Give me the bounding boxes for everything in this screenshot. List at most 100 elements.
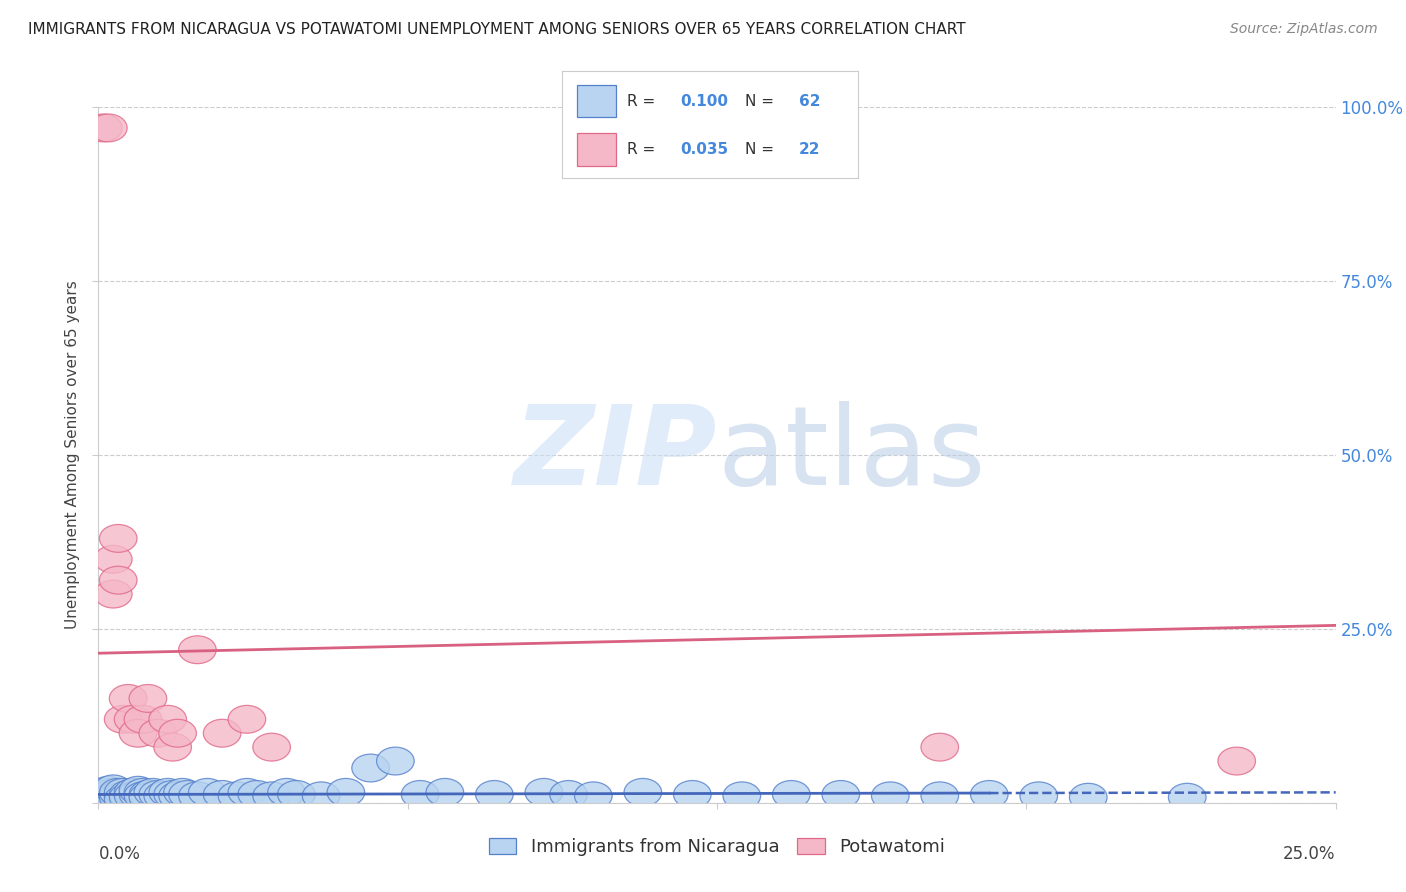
Ellipse shape <box>124 782 162 810</box>
Ellipse shape <box>153 733 191 761</box>
Ellipse shape <box>94 545 132 574</box>
Ellipse shape <box>114 782 152 810</box>
Legend: Immigrants from Nicaragua, Potawatomi: Immigrants from Nicaragua, Potawatomi <box>482 830 952 863</box>
Ellipse shape <box>550 780 588 808</box>
Ellipse shape <box>204 780 240 808</box>
Ellipse shape <box>94 775 132 803</box>
Y-axis label: Unemployment Among Seniors over 65 years: Unemployment Among Seniors over 65 years <box>65 281 80 629</box>
Ellipse shape <box>153 780 191 808</box>
Ellipse shape <box>100 779 136 806</box>
Ellipse shape <box>149 779 187 806</box>
Ellipse shape <box>218 782 256 810</box>
Ellipse shape <box>100 524 136 552</box>
Ellipse shape <box>139 780 177 808</box>
Ellipse shape <box>90 114 127 142</box>
Ellipse shape <box>159 719 197 747</box>
FancyBboxPatch shape <box>578 134 616 166</box>
Ellipse shape <box>302 782 340 810</box>
Ellipse shape <box>228 706 266 733</box>
Ellipse shape <box>169 780 207 808</box>
Text: 0.100: 0.100 <box>681 94 728 109</box>
Text: 25.0%: 25.0% <box>1284 845 1336 863</box>
Ellipse shape <box>104 782 142 810</box>
Text: 62: 62 <box>799 94 820 109</box>
Ellipse shape <box>970 780 1008 808</box>
Ellipse shape <box>204 719 240 747</box>
Ellipse shape <box>238 780 276 808</box>
Ellipse shape <box>1168 783 1206 811</box>
Ellipse shape <box>159 782 197 810</box>
Ellipse shape <box>1019 782 1057 810</box>
Ellipse shape <box>104 779 142 806</box>
Ellipse shape <box>129 684 167 713</box>
Ellipse shape <box>94 580 132 608</box>
Text: 22: 22 <box>799 142 820 157</box>
Ellipse shape <box>253 733 291 761</box>
Ellipse shape <box>475 780 513 808</box>
Text: 0.035: 0.035 <box>681 142 728 157</box>
Ellipse shape <box>84 782 122 810</box>
Text: N =: N = <box>745 142 779 157</box>
Ellipse shape <box>277 780 315 808</box>
Ellipse shape <box>120 780 157 808</box>
Ellipse shape <box>143 782 181 810</box>
Ellipse shape <box>253 782 291 810</box>
Ellipse shape <box>267 779 305 806</box>
Text: R =: R = <box>627 142 661 157</box>
Ellipse shape <box>377 747 415 775</box>
Ellipse shape <box>179 636 217 664</box>
Ellipse shape <box>352 754 389 782</box>
Ellipse shape <box>624 779 662 806</box>
Ellipse shape <box>110 684 146 713</box>
Ellipse shape <box>575 782 612 810</box>
Ellipse shape <box>94 782 132 810</box>
Ellipse shape <box>90 783 127 811</box>
Ellipse shape <box>110 783 146 811</box>
Ellipse shape <box>84 779 122 806</box>
Ellipse shape <box>110 780 146 808</box>
Ellipse shape <box>94 779 132 806</box>
Ellipse shape <box>524 779 562 806</box>
Ellipse shape <box>188 779 226 806</box>
Ellipse shape <box>114 706 152 733</box>
Text: ZIP: ZIP <box>513 401 717 508</box>
Text: 0.0%: 0.0% <box>98 845 141 863</box>
Text: IMMIGRANTS FROM NICARAGUA VS POTAWATOMI UNEMPLOYMENT AMONG SENIORS OVER 65 YEARS: IMMIGRANTS FROM NICARAGUA VS POTAWATOMI … <box>28 22 966 37</box>
Ellipse shape <box>149 706 187 733</box>
Ellipse shape <box>426 779 464 806</box>
Ellipse shape <box>124 706 162 733</box>
Ellipse shape <box>100 566 136 594</box>
Ellipse shape <box>139 719 177 747</box>
Ellipse shape <box>228 779 266 806</box>
Text: R =: R = <box>627 94 661 109</box>
Ellipse shape <box>120 776 157 805</box>
Text: atlas: atlas <box>717 401 986 508</box>
Ellipse shape <box>921 733 959 761</box>
Ellipse shape <box>104 706 142 733</box>
Ellipse shape <box>1218 747 1256 775</box>
Ellipse shape <box>90 780 127 808</box>
Ellipse shape <box>401 780 439 808</box>
Ellipse shape <box>120 719 157 747</box>
Ellipse shape <box>179 782 217 810</box>
Ellipse shape <box>100 780 136 808</box>
Text: N =: N = <box>745 94 779 109</box>
Ellipse shape <box>114 779 152 806</box>
Ellipse shape <box>163 779 201 806</box>
Ellipse shape <box>124 779 162 806</box>
Ellipse shape <box>872 782 910 810</box>
Ellipse shape <box>90 776 127 805</box>
Ellipse shape <box>104 785 142 814</box>
Ellipse shape <box>723 782 761 810</box>
Ellipse shape <box>129 783 167 811</box>
Ellipse shape <box>823 780 859 808</box>
FancyBboxPatch shape <box>578 86 616 118</box>
Ellipse shape <box>100 783 136 811</box>
Ellipse shape <box>1070 783 1107 811</box>
Ellipse shape <box>84 114 122 142</box>
Ellipse shape <box>921 782 959 810</box>
Ellipse shape <box>328 779 364 806</box>
Ellipse shape <box>673 780 711 808</box>
Ellipse shape <box>134 779 172 806</box>
Ellipse shape <box>772 780 810 808</box>
